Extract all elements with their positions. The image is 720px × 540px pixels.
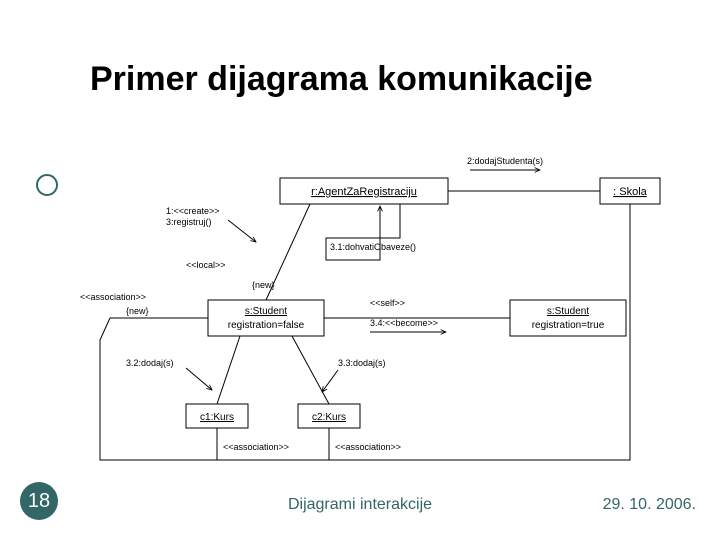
stereo-assoc-left: <<association>> [80, 292, 146, 302]
msg-3-3: 3.3:dodaj(s) [338, 358, 386, 368]
msg-become: 3.4:<<become>> [370, 318, 438, 328]
node-c1-label: c1:Kurs [200, 412, 234, 423]
bullet-icon [36, 174, 58, 196]
msg-1-line2: 3:registruj() [166, 217, 212, 227]
stereo-self: <<self>> [370, 298, 405, 308]
stereo-assoc-c1: <<association>> [223, 442, 289, 452]
footer-date: 29. 10. 2006. [603, 496, 696, 514]
constraint-new-2: {new} [126, 306, 149, 316]
msg-3-2: 3.2:dodaj(s) [126, 358, 174, 368]
msg-2: 2:dodajStudenta(s) [467, 156, 543, 166]
uml-communication-diagram: 2:dodajStudenta(s) r:AgentZaRegistraciju… [70, 150, 680, 480]
slide: Primer dijagrama komunikacije 2:dodajStu… [0, 0, 720, 540]
node-student-false-l2: registration=false [228, 320, 305, 331]
constraint-new-1: {new} [252, 280, 275, 290]
node-student-false-l1: s:Student [245, 306, 287, 317]
node-skola-label: : Skola [613, 186, 648, 198]
stereo-local: <<local>> [186, 260, 226, 270]
node-student-true-l2: registration=true [532, 320, 605, 331]
slide-title: Primer dijagrama komunikacije [90, 60, 593, 99]
msg-3-1: 3.1:dohvatiObaveze() [330, 242, 416, 252]
diagram-svg: 2:dodajStudenta(s) r:AgentZaRegistraciju… [70, 150, 680, 480]
node-agent-label: r:AgentZaRegistraciju [311, 186, 417, 198]
node-c2-label: c2:Kurs [312, 412, 346, 423]
stereo-assoc-c2: <<association>> [335, 442, 401, 452]
msg-1-line1: 1:<<create>> [166, 206, 220, 216]
node-student-true-l1: s:Student [547, 306, 589, 317]
